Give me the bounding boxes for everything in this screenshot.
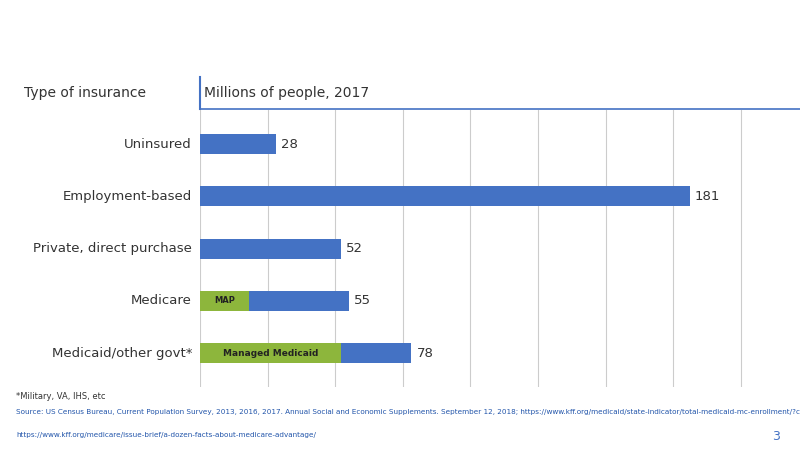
- Text: 3: 3: [772, 430, 780, 443]
- Text: 78: 78: [416, 346, 434, 360]
- Bar: [200, 186, 690, 207]
- Text: https://www.kff.org/medicare/issue-brief/a-dozen-facts-about-medicare-advantage/: https://www.kff.org/medicare/issue-brief…: [16, 432, 316, 438]
- Text: *Military, VA, IHS, etc: *Military, VA, IHS, etc: [16, 392, 106, 401]
- Bar: [200, 238, 341, 259]
- Text: Uninsured: Uninsured: [124, 138, 192, 151]
- Text: Millions of people, 2017: Millions of people, 2017: [204, 86, 369, 100]
- Text: Type of insurance: Type of insurance: [24, 86, 146, 100]
- Text: 52: 52: [346, 242, 363, 255]
- Text: Medicaid/other govt*: Medicaid/other govt*: [51, 346, 192, 360]
- Text: Health insurance coverage in the U.S.: Health insurance coverage in the U.S.: [24, 29, 642, 58]
- Text: 28: 28: [281, 138, 298, 151]
- Bar: [200, 291, 249, 311]
- Text: Managed Medicaid: Managed Medicaid: [222, 349, 318, 358]
- Bar: [200, 343, 341, 363]
- Bar: [200, 134, 276, 154]
- Text: Source: US Census Bureau, Current Population Survey, 2013, 2016, 2017. Annual So: Source: US Census Bureau, Current Popula…: [16, 409, 800, 415]
- Text: Private, direct purchase: Private, direct purchase: [33, 242, 192, 255]
- Text: Medicare: Medicare: [131, 294, 192, 307]
- Bar: [341, 343, 411, 363]
- Bar: [249, 291, 349, 311]
- Text: 55: 55: [354, 294, 371, 307]
- Text: Employment-based: Employment-based: [62, 190, 192, 203]
- Text: MAP: MAP: [214, 297, 234, 306]
- Text: 181: 181: [695, 190, 720, 203]
